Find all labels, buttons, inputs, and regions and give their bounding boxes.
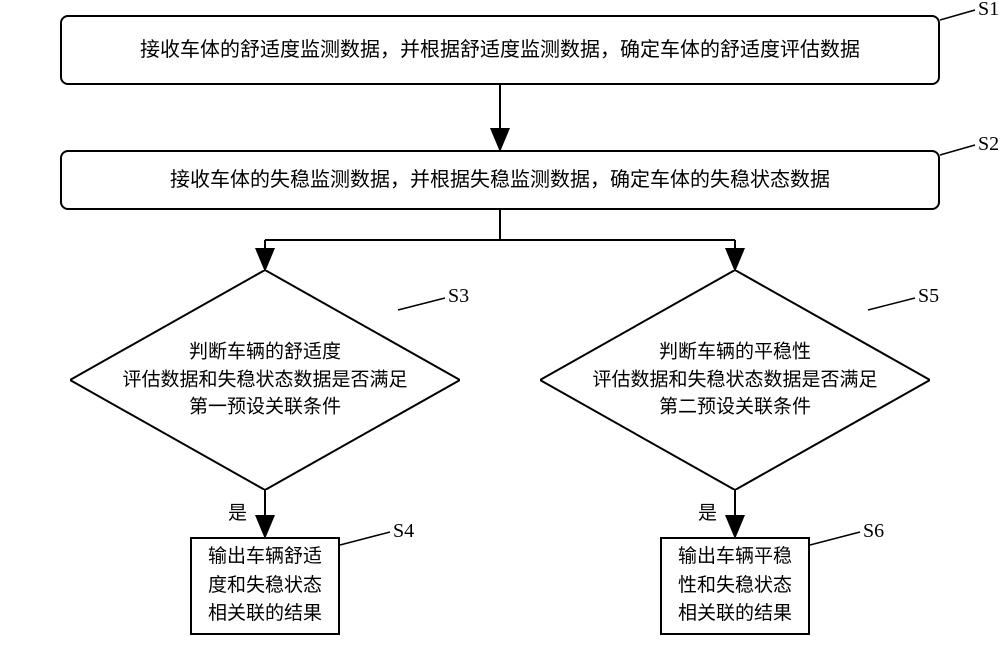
decision-s5: 判断车辆的平稳性 评估数据和失稳状态数据是否满足 第二预设关联条件 <box>540 270 930 490</box>
edge-yes-s5: 是 <box>698 498 717 525</box>
label-s2: S2 <box>978 133 999 156</box>
label-s6: S6 <box>863 520 884 543</box>
step-s1-text: 接收车体的舒适度监测数据，并根据舒适度监测数据，确定车体的舒适度评估数据 <box>140 35 860 65</box>
s4-line3: 相关联的结果 <box>208 600 322 629</box>
s4-line1: 输出车辆舒适 <box>208 543 322 572</box>
step-s1: 接收车体的舒适度监测数据，并根据舒适度监测数据，确定车体的舒适度评估数据 <box>60 15 940 85</box>
edge-yes-s3: 是 <box>228 498 247 525</box>
s5-line3: 第二预设关联条件 <box>569 394 901 422</box>
decision-s3: 判断车辆的舒适度 评估数据和失稳状态数据是否满足 第一预设关联条件 <box>70 270 460 490</box>
label-s4: S4 <box>393 520 414 543</box>
label-s3: S3 <box>448 285 469 308</box>
s3-line1: 判断车辆的舒适度 <box>99 339 431 367</box>
s4-line2: 度和失稳状态 <box>208 572 322 601</box>
step-s6: 输出车辆平稳 性和失稳状态 相关联的结果 <box>660 537 810 635</box>
step-s2: 接收车体的失稳监测数据，并根据失稳监测数据，确定车体的失稳状态数据 <box>60 150 940 210</box>
s5-line1: 判断车辆的平稳性 <box>569 339 901 367</box>
s6-line1: 输出车辆平稳 <box>678 543 792 572</box>
s6-line2: 性和失稳状态 <box>678 572 792 601</box>
label-s1: S1 <box>978 0 999 21</box>
s6-line3: 相关联的结果 <box>678 600 792 629</box>
step-s2-text: 接收车体的失稳监测数据，并根据失稳监测数据，确定车体的失稳状态数据 <box>170 165 830 195</box>
s5-line2: 评估数据和失稳状态数据是否满足 <box>569 366 901 394</box>
step-s4: 输出车辆舒适 度和失稳状态 相关联的结果 <box>190 537 340 635</box>
label-s5: S5 <box>918 285 939 308</box>
s3-line3: 第一预设关联条件 <box>99 394 431 422</box>
s3-line2: 评估数据和失稳状态数据是否满足 <box>99 366 431 394</box>
